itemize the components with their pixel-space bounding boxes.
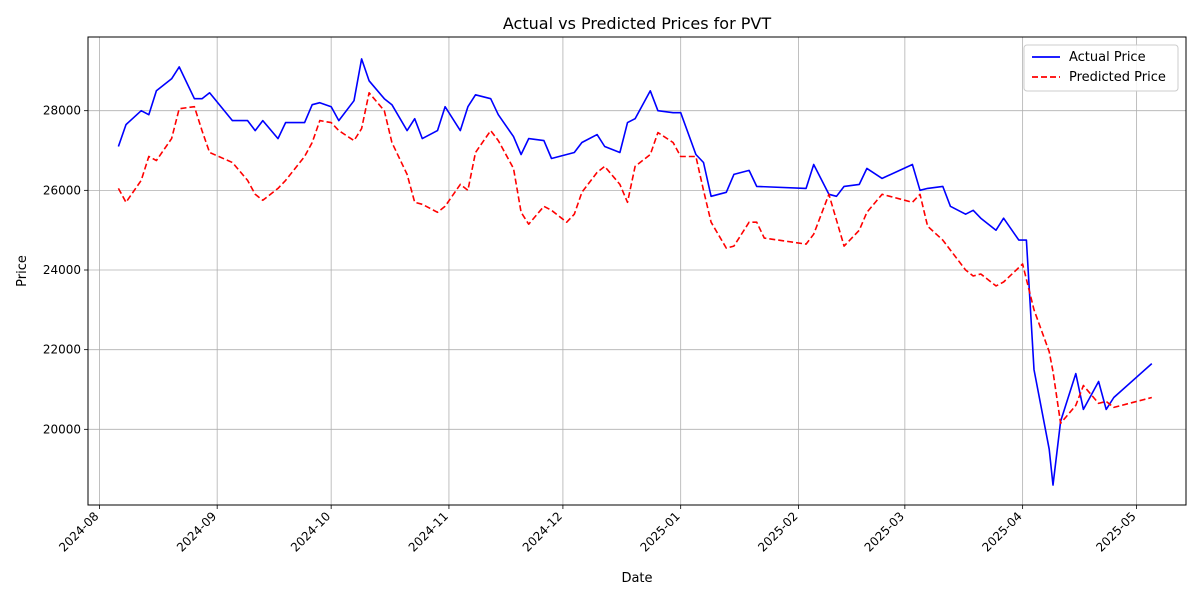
chart-title: Actual vs Predicted Prices for PVT: [503, 14, 771, 33]
y-tick-label: 28000: [43, 104, 81, 118]
legend-label-actual: Actual Price: [1069, 50, 1146, 65]
y-tick-label: 20000: [43, 422, 81, 436]
legend-label-predicted: Predicted Price: [1069, 70, 1166, 85]
legend-box: [1023, 44, 1179, 92]
y-axis-label: Price: [15, 255, 30, 287]
series-line-predicted-price: [117, 92, 1153, 425]
legend: Actual Price Predicted Price: [1023, 44, 1179, 92]
y-tick-label: 26000: [43, 183, 81, 197]
y-tick-label: 22000: [43, 343, 81, 357]
y-tick-label: 24000: [43, 263, 81, 277]
series-line-actual-price: [117, 58, 1153, 486]
plot-frame: [87, 36, 1187, 506]
series-group: [117, 58, 1153, 486]
x-axis-label: Date: [621, 571, 652, 586]
